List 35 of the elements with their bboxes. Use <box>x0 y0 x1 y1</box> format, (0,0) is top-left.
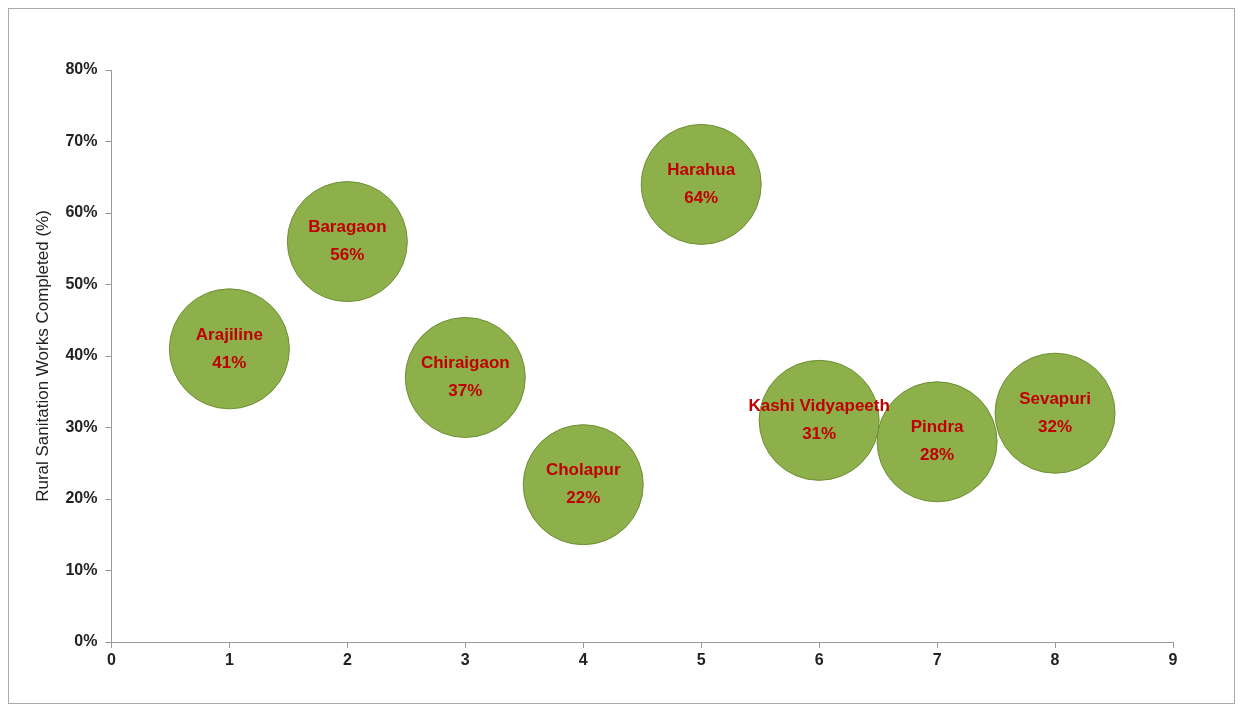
x-tick-label: 9 <box>1168 651 1178 669</box>
x-tick-label: 4 <box>578 651 588 669</box>
series-label: Pindra <box>910 417 965 437</box>
data-label: 31% <box>802 424 837 444</box>
x-tick-label: 1 <box>224 651 234 669</box>
x-tick-label: 3 <box>460 651 470 669</box>
series-label: Arajiline <box>195 324 263 344</box>
x-tick-label: 2 <box>342 651 352 669</box>
x-tick-label: 8 <box>1050 651 1060 669</box>
y-tick-label: 0% <box>74 632 98 650</box>
y-tick-label: 60% <box>65 203 98 221</box>
series-label: Harahua <box>667 160 736 180</box>
y-tick-label: 10% <box>65 560 98 578</box>
series-label: Baragaon <box>308 217 387 237</box>
y-tick-label: 70% <box>65 131 98 149</box>
x-tick-label: 7 <box>932 651 942 669</box>
data-label: 37% <box>448 381 483 401</box>
y-tick-label: 40% <box>65 346 98 364</box>
data-label: 22% <box>566 488 601 508</box>
data-label: 56% <box>330 245 365 265</box>
y-axis-title: Rural Sanitation Works Completed (%) <box>32 210 52 502</box>
data-label: 64% <box>684 188 719 208</box>
y-tick-label: 30% <box>65 417 98 435</box>
data-label: 28% <box>920 445 955 465</box>
series-label: Cholapur <box>545 460 621 480</box>
x-tick-label: 6 <box>814 651 824 669</box>
x-tick-label: 0 <box>106 651 116 669</box>
data-label: 32% <box>1038 416 1073 436</box>
x-tick-label: 5 <box>696 651 706 669</box>
y-tick-label: 80% <box>65 60 98 78</box>
data-label: 41% <box>212 352 247 372</box>
series-label: Sevapuri <box>1019 388 1091 408</box>
y-tick-label: 50% <box>65 274 98 292</box>
y-tick-label: 20% <box>65 489 98 507</box>
series-label: Chiraigaon <box>420 353 510 373</box>
